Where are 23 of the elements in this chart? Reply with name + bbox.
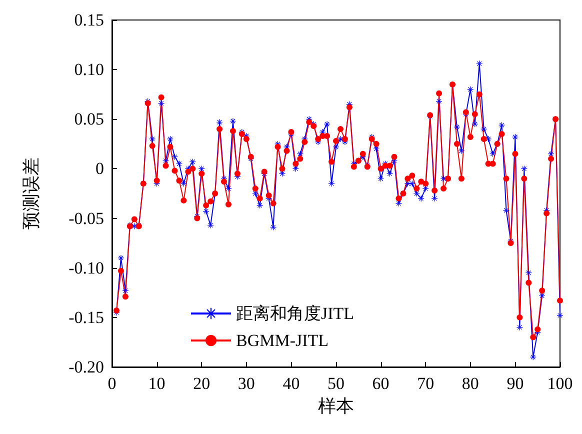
- legend-label: 距离和角度JITL: [236, 304, 354, 323]
- x-tick-label: 60: [372, 374, 390, 393]
- y-tick-label: 0.15: [74, 10, 104, 30]
- y-tick-label: -0.10: [68, 258, 104, 278]
- x-tick-label: 20: [193, 374, 210, 393]
- x-tick-label: 0: [108, 374, 116, 393]
- x-tick-label: 40: [282, 374, 300, 393]
- legend-label: BGMM-JITL: [236, 331, 329, 350]
- x-tick-label: 90: [506, 374, 524, 393]
- y-axis-title: 预测误差: [21, 158, 41, 230]
- y-tick-label: -0.15: [68, 308, 104, 327]
- x-tick-label: 30: [238, 374, 255, 393]
- x-tick-label: 70: [417, 374, 434, 393]
- y-tick-label: 0: [96, 159, 104, 178]
- y-tick-label: -0.20: [68, 358, 104, 376]
- y-tick-label: 0.05: [74, 110, 104, 129]
- y-tick-label: 0.10: [74, 60, 104, 80]
- y-tick-label: -0.05: [68, 208, 104, 228]
- x-axis-title: 样本: [318, 396, 354, 416]
- x-tick-label: 50: [328, 374, 344, 393]
- x-tick-label: 100: [547, 374, 573, 393]
- x-tick-label: 80: [462, 374, 479, 393]
- x-tick-label: 10: [148, 374, 166, 393]
